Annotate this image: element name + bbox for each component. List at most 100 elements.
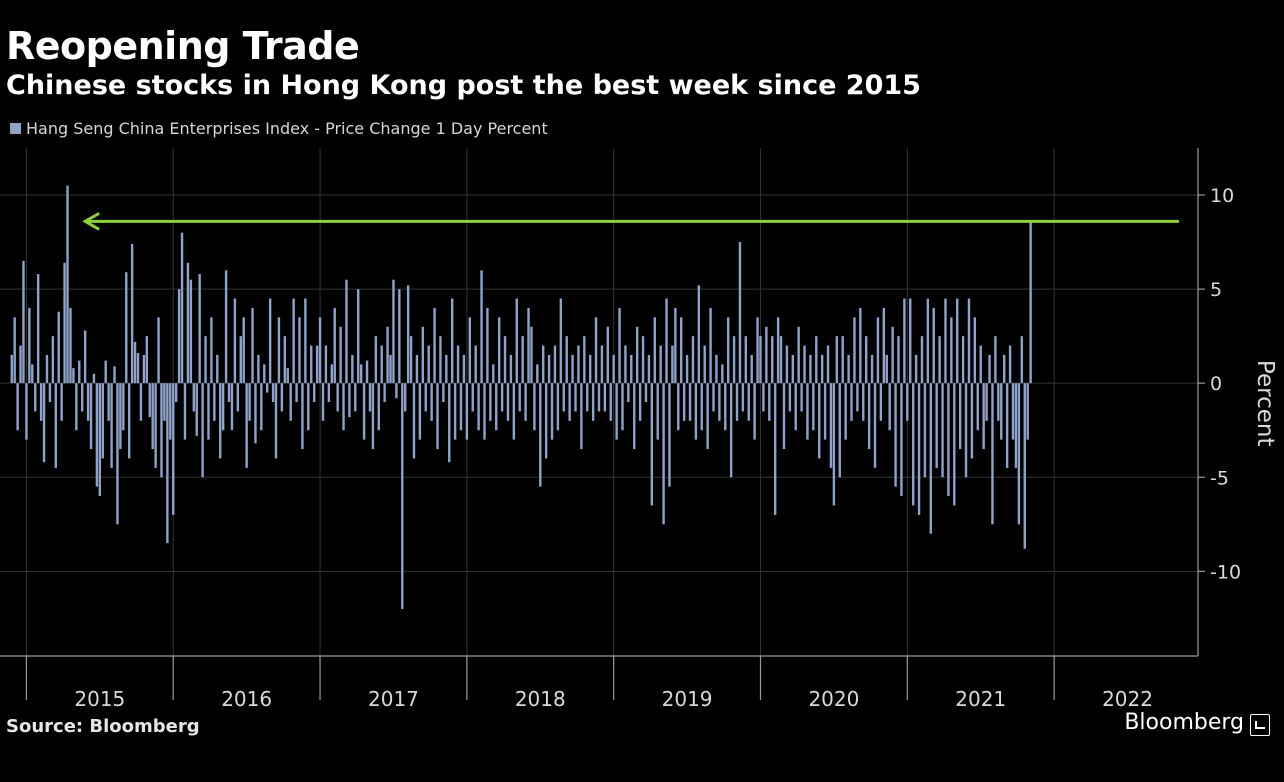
- bar: [544, 383, 548, 459]
- bar: [1023, 383, 1026, 549]
- bar: [653, 317, 656, 384]
- chart-subtitle: Chinese stocks in Hong Kong post the bes…: [6, 70, 921, 101]
- bar: [694, 383, 698, 440]
- bar: [809, 354, 812, 384]
- bar: [34, 383, 37, 412]
- bar: [312, 383, 316, 402]
- bar: [230, 383, 234, 431]
- bar: [500, 383, 504, 412]
- bar: [958, 383, 962, 450]
- bar: [219, 383, 222, 459]
- bar: [773, 383, 777, 515]
- bar: [395, 383, 398, 399]
- bar: [142, 354, 146, 384]
- bar: [480, 270, 483, 384]
- bar: [427, 345, 430, 384]
- bar: [263, 364, 266, 384]
- bar: [876, 317, 880, 384]
- bar: [823, 383, 827, 440]
- bar: [688, 383, 692, 421]
- bar: [116, 383, 119, 525]
- bar: [539, 383, 542, 487]
- bar: [697, 285, 701, 384]
- bloomberg-icon: [1250, 714, 1270, 736]
- bar: [577, 345, 580, 384]
- bar: [321, 383, 325, 421]
- bar: [266, 383, 269, 393]
- bar: [715, 354, 718, 384]
- bar: [580, 383, 583, 450]
- bar: [22, 260, 25, 384]
- bar: [970, 383, 974, 459]
- bar: [512, 383, 516, 440]
- bar: [891, 326, 894, 384]
- y-tick-label: 0: [1210, 373, 1222, 395]
- bar: [330, 364, 333, 384]
- bar: [950, 317, 953, 384]
- bar: [260, 383, 263, 431]
- bar: [1014, 383, 1018, 468]
- bar: [31, 364, 34, 384]
- bar: [788, 383, 792, 412]
- bar: [324, 345, 328, 384]
- bar: [706, 383, 709, 450]
- bar: [518, 383, 521, 412]
- bar: [357, 289, 360, 384]
- bar: [486, 307, 489, 384]
- bar: [122, 383, 125, 431]
- bar: [591, 383, 595, 421]
- bar: [86, 383, 90, 421]
- bar: [812, 383, 815, 431]
- bar: [268, 298, 272, 384]
- bar: [456, 345, 460, 384]
- bar: [674, 307, 677, 384]
- x-tick-label: 2019: [662, 687, 713, 711]
- bar: [926, 298, 930, 384]
- bar: [750, 354, 753, 384]
- bar: [820, 354, 824, 384]
- bar: [25, 383, 28, 440]
- bar: [1000, 383, 1003, 440]
- bar: [703, 345, 706, 384]
- bar: [682, 383, 686, 421]
- bar: [941, 383, 944, 478]
- bar: [107, 383, 110, 421]
- bar: [453, 383, 457, 440]
- bar: [421, 326, 425, 384]
- bar: [753, 383, 756, 440]
- bar: [315, 345, 319, 384]
- bar: [791, 354, 794, 384]
- bar: [292, 298, 295, 384]
- bar: [227, 383, 231, 402]
- bar: [465, 383, 469, 440]
- brand-logo: Bloomberg: [1124, 710, 1244, 735]
- bar: [735, 383, 739, 421]
- bar: [60, 383, 63, 421]
- bar: [776, 317, 780, 384]
- bar: [409, 336, 413, 384]
- bar: [938, 336, 941, 384]
- bar: [412, 383, 416, 459]
- bar: [988, 354, 991, 384]
- bar: [994, 336, 997, 384]
- bar: [304, 298, 307, 384]
- bar: [944, 298, 947, 384]
- bar: [442, 383, 445, 402]
- bar: [401, 383, 404, 609]
- bar: [668, 383, 671, 487]
- bar: [583, 336, 586, 384]
- bar: [630, 354, 633, 384]
- bar: [621, 383, 624, 431]
- bar: [239, 336, 242, 384]
- bar: [888, 383, 891, 431]
- bar: [794, 383, 797, 431]
- x-tick-label: 2020: [808, 687, 859, 711]
- bar: [310, 345, 313, 384]
- bar: [406, 285, 410, 384]
- bar: [565, 336, 568, 384]
- bar: [606, 326, 610, 384]
- bar: [89, 383, 93, 450]
- bar: [307, 383, 310, 431]
- bar: [295, 383, 298, 402]
- bar: [967, 298, 971, 384]
